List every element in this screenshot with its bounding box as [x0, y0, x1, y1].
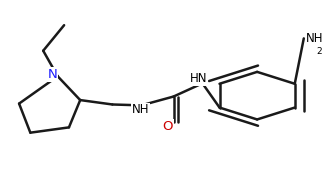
Text: NH: NH [305, 32, 323, 45]
Text: O: O [162, 120, 173, 133]
Text: N: N [47, 68, 57, 81]
Text: 2: 2 [317, 47, 322, 56]
Text: NH: NH [132, 103, 149, 116]
Text: HN: HN [190, 72, 208, 85]
